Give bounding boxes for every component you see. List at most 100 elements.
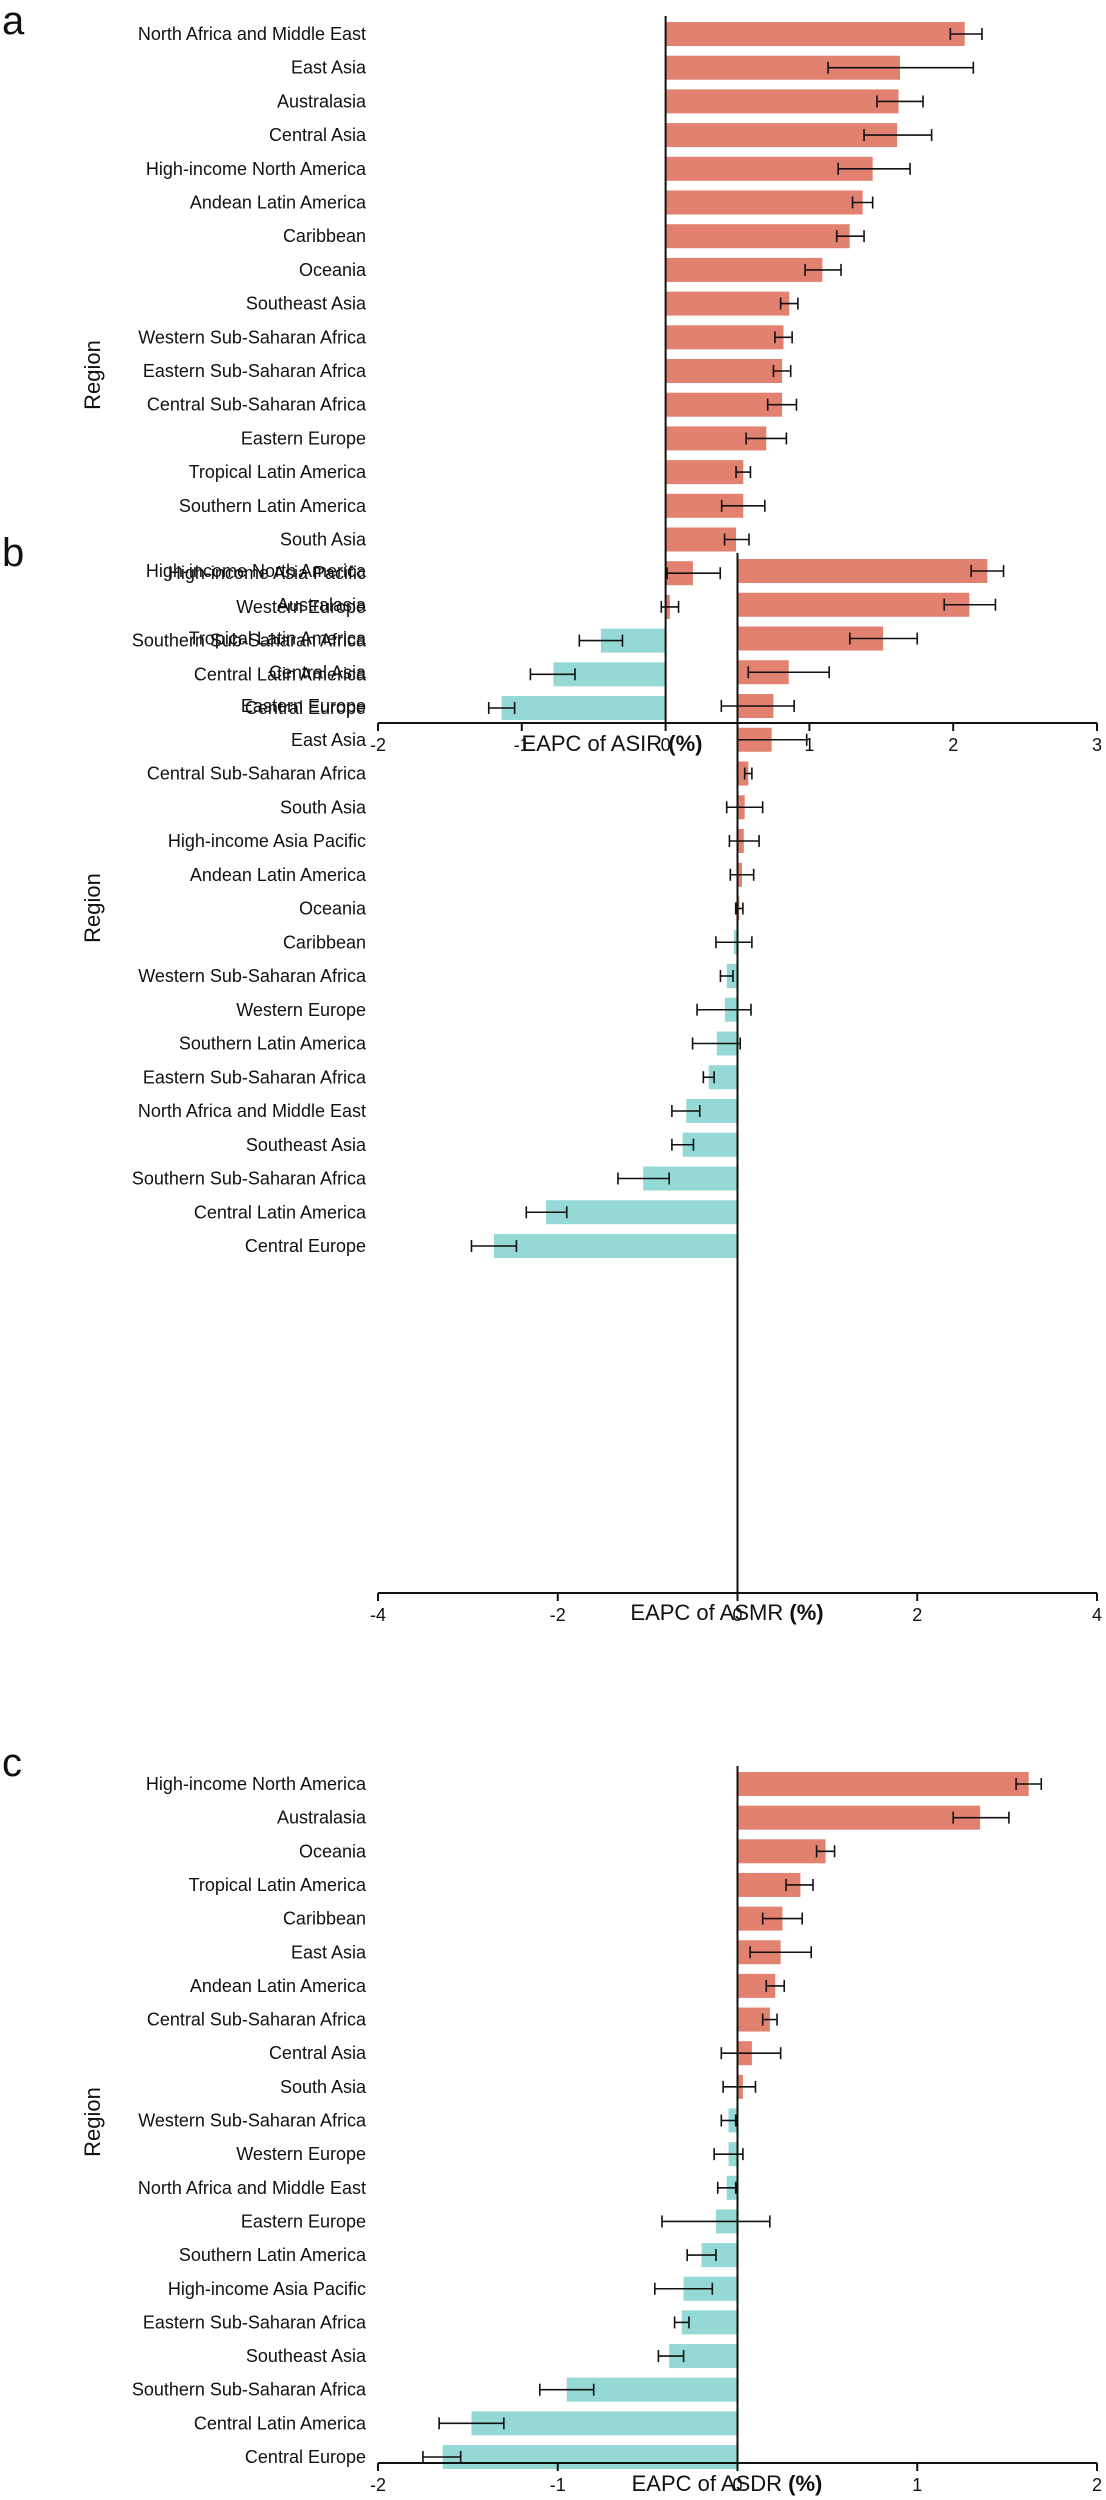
x-tick-label-a-2: 0 bbox=[661, 735, 671, 755]
errorbar-a-9 bbox=[774, 331, 793, 344]
errorbar-b-15 bbox=[702, 1071, 715, 1084]
errorbar-a-12 bbox=[745, 432, 788, 445]
category-label-c-10: Western Sub-Saharan Africa bbox=[138, 2111, 367, 2131]
bar-c-16 bbox=[681, 2310, 738, 2335]
category-label-a-4: High-income North America bbox=[146, 159, 367, 179]
category-label-b-9: Andean Latin America bbox=[190, 865, 367, 885]
errorbar-c-0 bbox=[1015, 1778, 1043, 1790]
errorbar-a-17 bbox=[660, 600, 680, 613]
category-label-c-15: High-income Asia Pacific bbox=[168, 2279, 366, 2299]
panel-b: b Region EAPC of ASMR (%) High-income No… bbox=[2, 531, 1102, 1625]
errorbar-b-20 bbox=[470, 1240, 518, 1252]
bar-a-13 bbox=[665, 460, 744, 485]
category-label-b-19: Central Latin America bbox=[194, 1202, 367, 1222]
errorbar-c-9 bbox=[722, 2080, 757, 2093]
category-label-c-20: Central Europe bbox=[245, 2447, 366, 2467]
category-label-b-15: Eastern Sub-Saharan Africa bbox=[143, 1067, 367, 1087]
x-tick-label-c-0: -2 bbox=[370, 2475, 386, 2495]
errorbar-a-16 bbox=[666, 567, 722, 580]
errorbar-a-10 bbox=[772, 365, 792, 377]
errorbar-a-0 bbox=[949, 28, 983, 40]
errorbar-b-13 bbox=[696, 1003, 752, 1016]
category-label-c-17: Southeast Asia bbox=[246, 2346, 367, 2366]
errorbar-b-8 bbox=[728, 835, 760, 847]
panel-letter-a: a bbox=[2, 0, 25, 43]
category-label-c-1: Australasia bbox=[277, 1808, 367, 1828]
category-label-c-7: Central Sub-Saharan Africa bbox=[147, 2010, 367, 2030]
errorbar-c-10 bbox=[720, 2114, 737, 2127]
errorbar-a-14 bbox=[720, 499, 766, 512]
category-label-c-13: Eastern Europe bbox=[241, 2211, 366, 2231]
category-label-a-10: Eastern Sub-Saharan Africa bbox=[143, 361, 367, 381]
bar-c-18 bbox=[566, 2377, 738, 2402]
x-tick-label-c-3: 1 bbox=[912, 2475, 922, 2495]
bar-b-20 bbox=[493, 1234, 738, 1258]
category-label-b-0: High-income North America bbox=[146, 561, 367, 581]
errorbar-b-12 bbox=[719, 970, 734, 982]
errorbar-a-19 bbox=[529, 668, 576, 681]
errorbar-c-4 bbox=[761, 1912, 804, 1925]
errorbar-b-4 bbox=[720, 700, 795, 712]
bar-a-5 bbox=[665, 190, 863, 215]
category-label-a-2: Australasia bbox=[277, 91, 367, 111]
panel-a-xlabel: EAPC of ASIR (%) bbox=[522, 731, 703, 756]
bar-a-7 bbox=[665, 257, 823, 282]
category-label-a-6: Caribbean bbox=[283, 226, 366, 246]
x-tick-label-b-0: -4 bbox=[370, 1605, 386, 1625]
bar-a-9 bbox=[665, 325, 784, 350]
errorbar-a-11 bbox=[766, 398, 798, 411]
category-label-a-15: South Asia bbox=[280, 530, 367, 550]
category-label-a-0: North Africa and Middle East bbox=[138, 24, 366, 44]
x-tick-label-c-2: 0 bbox=[732, 2475, 742, 2495]
category-label-a-19: Central Latin America bbox=[194, 664, 367, 684]
bar-b-1 bbox=[737, 592, 970, 617]
x-tick-label-b-3: 2 bbox=[912, 1605, 922, 1625]
category-label-a-8: Southeast Asia bbox=[246, 294, 367, 314]
errorbar-a-2 bbox=[876, 95, 924, 108]
errorbar-c-3 bbox=[785, 1878, 814, 1891]
panel-a-ylabel: Region bbox=[80, 340, 105, 410]
x-tick-label-b-2: 0 bbox=[732, 1605, 742, 1625]
errorbar-b-14 bbox=[691, 1037, 741, 1050]
bar-b-6 bbox=[737, 761, 749, 786]
panel-c-xlabel: EAPC of ASDR (%) bbox=[632, 2471, 823, 2496]
category-label-c-12: North Africa and Middle East bbox=[138, 2178, 366, 2198]
category-label-c-9: South Asia bbox=[280, 2077, 367, 2097]
category-label-b-17: Southeast Asia bbox=[246, 1135, 367, 1155]
category-label-b-5: East Asia bbox=[291, 730, 367, 750]
x-tick-label-c-1: -1 bbox=[550, 2475, 566, 2495]
category-label-a-16: High-income Asia Pacific bbox=[168, 563, 366, 583]
panel-c-ylabel: Region bbox=[80, 2087, 105, 2157]
panel-a: a Region EAPC of ASIR (%) North Africa a… bbox=[2, 0, 1102, 756]
errorbar-c-5 bbox=[749, 1946, 812, 1959]
category-label-b-14: Southern Latin America bbox=[179, 1034, 367, 1054]
axes-b bbox=[377, 553, 1098, 1601]
category-label-b-1: Australasia bbox=[277, 595, 367, 615]
errorbar-c-12 bbox=[716, 2181, 737, 2194]
category-label-b-8: High-income Asia Pacific bbox=[168, 831, 366, 851]
bar-a-3 bbox=[665, 123, 898, 148]
errorbar-b-16 bbox=[671, 1105, 701, 1117]
errorbar-a-4 bbox=[837, 162, 911, 175]
bar-c-20 bbox=[442, 2445, 738, 2469]
errorbar-a-5 bbox=[851, 196, 874, 209]
bar-b-0 bbox=[737, 559, 988, 583]
errorbar-c-6 bbox=[765, 1979, 786, 1992]
category-label-b-7: South Asia bbox=[280, 797, 367, 817]
errorbar-a-13 bbox=[735, 466, 752, 479]
bar-a-8 bbox=[665, 291, 790, 316]
errorbar-a-18 bbox=[578, 634, 624, 647]
category-label-a-18: Southern Sub-Saharan Africa bbox=[132, 631, 367, 651]
category-label-a-12: Eastern Europe bbox=[241, 428, 366, 448]
bar-c-0 bbox=[737, 1772, 1029, 1796]
category-label-c-3: Tropical Latin America bbox=[189, 1875, 367, 1895]
category-label-c-14: Southern Latin America bbox=[179, 2245, 367, 2265]
errorbar-b-18 bbox=[617, 1172, 670, 1185]
category-label-b-6: Central Sub-Saharan Africa bbox=[147, 764, 367, 784]
category-label-c-16: Eastern Sub-Saharan Africa bbox=[143, 2312, 367, 2332]
panel-letter-b: b bbox=[2, 531, 24, 575]
category-label-c-19: Central Latin America bbox=[194, 2413, 367, 2433]
category-label-c-6: Andean Latin America bbox=[190, 1976, 367, 1996]
errorbar-a-7 bbox=[804, 263, 842, 276]
category-label-b-16: North Africa and Middle East bbox=[138, 1101, 366, 1121]
